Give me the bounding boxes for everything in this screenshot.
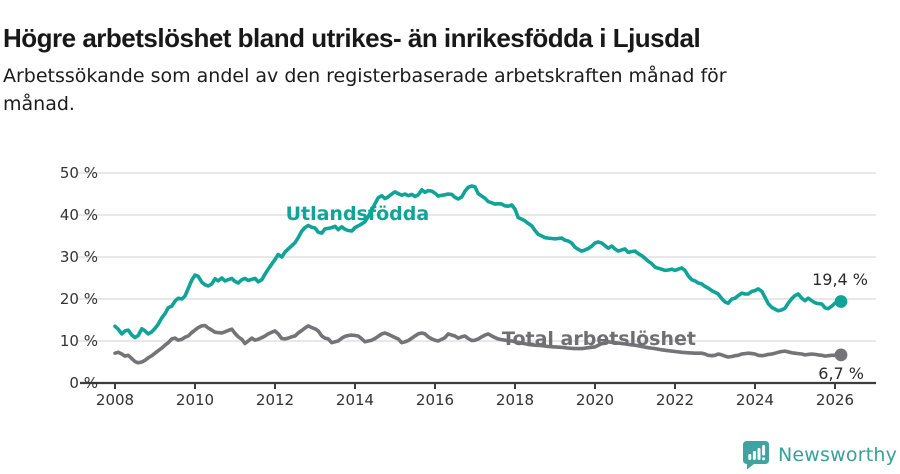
x-tick-label-2008: 2008	[95, 391, 135, 409]
page-title: Högre arbetslöshet bland utrikes- än inr…	[3, 23, 701, 54]
x-tick-label-2012: 2012	[255, 391, 295, 409]
x-tick-label-2026: 2026	[815, 391, 855, 409]
x-tick-label-2016: 2016	[415, 391, 455, 409]
series-line-total	[113, 323, 843, 365]
x-tick-label-2024: 2024	[735, 391, 775, 409]
y-tick-label-0: 0 %	[69, 374, 98, 392]
series-line-utlandsfodda	[113, 184, 843, 340]
subtitle-line-1: Arbetssökande som andel av den registerb…	[3, 65, 727, 87]
x-tick-label-2014: 2014	[335, 391, 375, 409]
subtitle-line-2: månad.	[3, 93, 75, 115]
y-tick-label-30: 30 %	[59, 248, 98, 266]
y-tick-label-40: 40 %	[59, 206, 98, 224]
end-value-label-utlandsfodda: 19,4 %	[812, 269, 868, 289]
x-tick-label-2018: 2018	[495, 391, 535, 409]
x-tick-label-2022: 2022	[655, 391, 695, 409]
page-subtitle: Arbetssökande som andel av den registerb…	[3, 62, 863, 118]
series-label-total-arbetsloshet: Total arbetslöshet	[502, 327, 696, 350]
end-dot-utlandsfodda	[834, 295, 848, 308]
y-tick-label-50: 50 %	[59, 164, 98, 182]
y-tick-label-20: 20 %	[59, 290, 98, 308]
newsworthy-logo-icon	[743, 441, 769, 470]
y-tick-label-10: 10 %	[59, 332, 98, 350]
brand-wordmark: Newsworthy	[778, 444, 898, 466]
footer: Newsworthy	[742, 440, 897, 470]
series-label-utlandsfodda: Utlandsfödda	[285, 203, 430, 226]
x-tick-label-2010: 2010	[175, 391, 215, 409]
x-tick-label-2020: 2020	[575, 391, 615, 409]
end-value-label-total: 6,7 %	[818, 363, 864, 383]
end-dot-total	[834, 348, 848, 362]
